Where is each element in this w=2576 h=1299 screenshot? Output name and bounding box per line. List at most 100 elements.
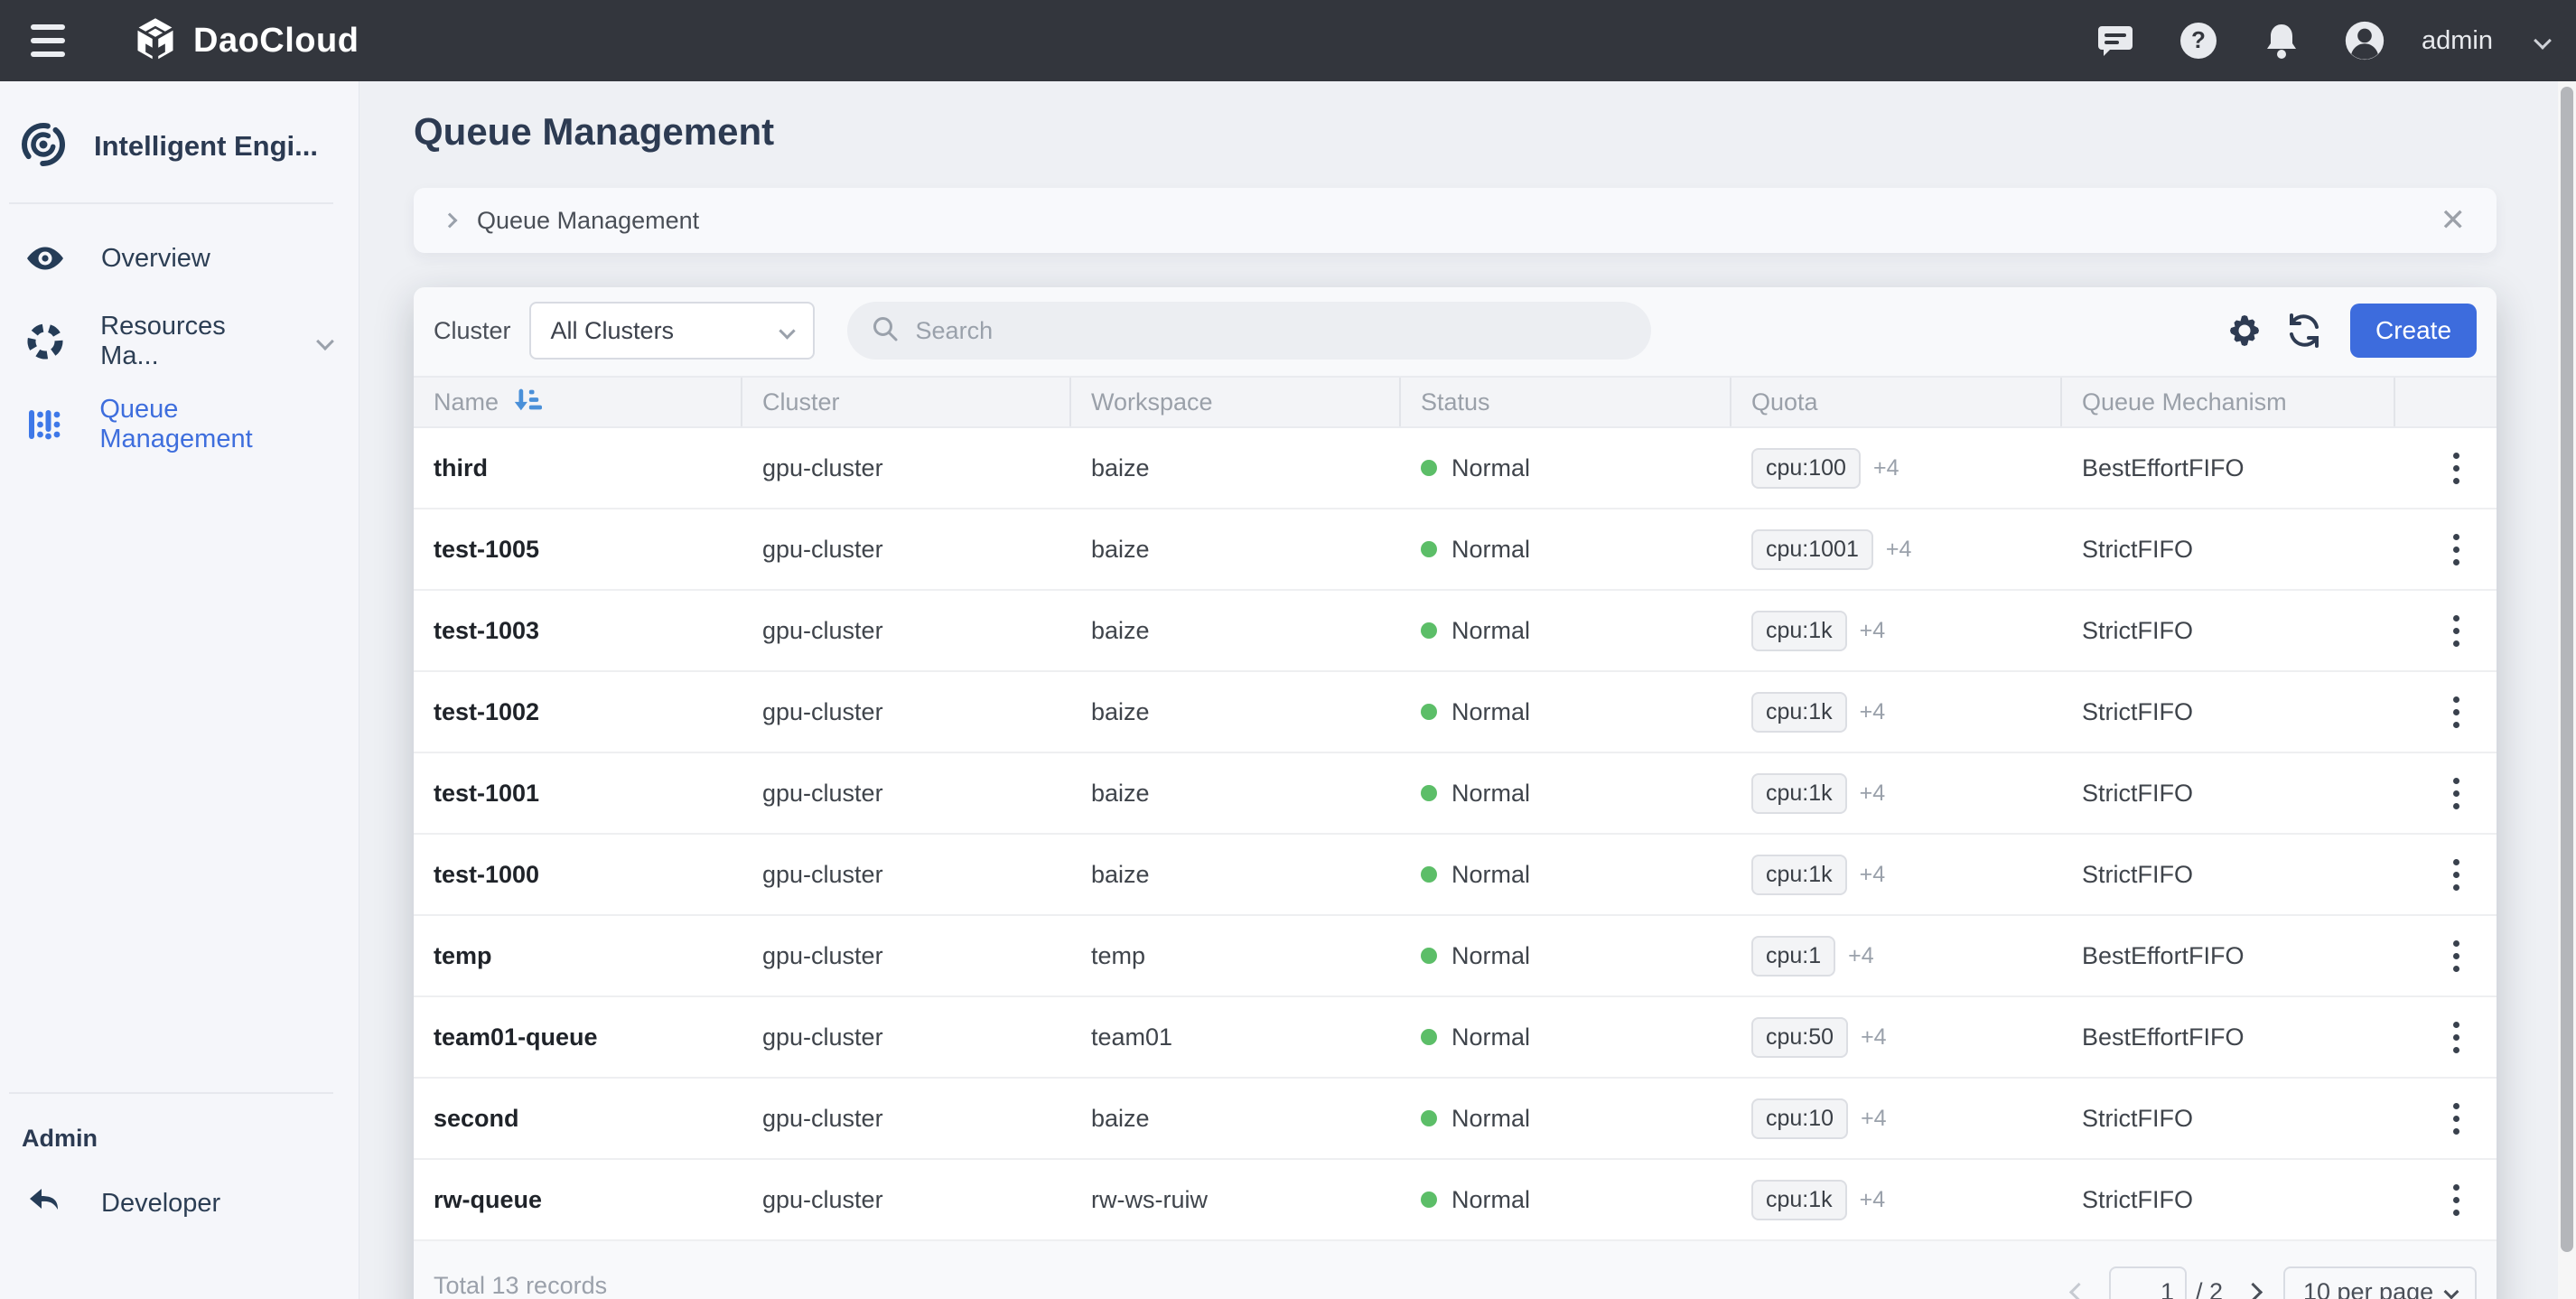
resources-ring-icon: [20, 322, 70, 361]
cell-name[interactable]: rw-queue: [434, 1185, 543, 1213]
feedback-chat-icon[interactable]: [2095, 20, 2136, 61]
cell-name[interactable]: test-1002: [434, 697, 540, 725]
create-button[interactable]: Create: [2350, 304, 2477, 358]
notifications-bell-icon[interactable]: [2261, 20, 2302, 61]
column-header-name[interactable]: Name: [414, 378, 742, 426]
previous-page-icon[interactable]: [2068, 1282, 2089, 1299]
cell-quota: cpu:1k +4: [1731, 672, 2062, 752]
column-header-actions: [2395, 378, 2497, 426]
refresh-icon[interactable]: [2283, 310, 2325, 351]
cell-queue-mechanism: StrictFIFO: [2082, 697, 2193, 725]
sort-descending-icon[interactable]: [511, 384, 543, 421]
cell-status: Normal: [1401, 1079, 1731, 1158]
cell-name[interactable]: test-1001: [434, 779, 540, 807]
hamburger-menu-icon[interactable]: [31, 15, 81, 66]
user-avatar[interactable]: [2344, 20, 2385, 61]
cell-name[interactable]: team01-queue: [434, 1023, 598, 1051]
quota-more-badge[interactable]: +4: [1859, 698, 1886, 724]
cell-queue-mechanism: StrictFIFO: [2082, 616, 2193, 644]
cell-name[interactable]: second: [434, 1104, 519, 1132]
cell-name[interactable]: third: [434, 453, 488, 481]
sidebar-item-queue-management[interactable]: Queue Management: [0, 383, 359, 466]
quota-more-badge[interactable]: +4: [1861, 1023, 1887, 1050]
cell-name[interactable]: test-1000: [434, 860, 540, 888]
column-header-quota: Quota: [1731, 378, 2062, 426]
row-actions-kebab-icon[interactable]: [2429, 766, 2483, 820]
cell-cluster: gpu-cluster: [762, 453, 883, 481]
sidebar-item-developer[interactable]: Developer: [0, 1162, 359, 1245]
breadcrumb-banner: Queue Management ✕: [414, 188, 2497, 253]
cell-quota: cpu:1 +4: [1731, 916, 2062, 995]
quota-more-badge[interactable]: +4: [1885, 536, 1912, 562]
pagination: 1 / 2 10 per page: [2068, 1266, 2477, 1299]
table-footer: Total 13 records 1 / 2 10 per page: [414, 1241, 2497, 1299]
table-row: test-1005 gpu-cluster baize Normal cpu:1001 +…: [414, 509, 2497, 591]
page-size-select[interactable]: 10 per page: [2283, 1266, 2477, 1299]
cell-actions: [2395, 591, 2497, 670]
quota-more-badge[interactable]: +4: [1859, 780, 1886, 806]
settings-gear-icon[interactable]: [2224, 310, 2265, 351]
cell-queue-mechanism: BestEffortFIFO: [2082, 1023, 2245, 1051]
cell-name[interactable]: temp: [434, 941, 492, 969]
status-dot: [1421, 785, 1437, 801]
cell-cluster: gpu-cluster: [762, 1023, 883, 1051]
cell-quota: cpu:1k +4: [1731, 835, 2062, 914]
sidebar-divider: [9, 1092, 333, 1094]
row-actions-kebab-icon[interactable]: [2429, 1010, 2483, 1064]
quota-more-badge[interactable]: +4: [1859, 1186, 1886, 1212]
next-page-icon[interactable]: [2243, 1282, 2263, 1299]
quota-more-badge[interactable]: +4: [1872, 454, 1899, 481]
column-header-workspace: Workspace: [1071, 378, 1401, 426]
cell-status: Normal: [1401, 753, 1731, 833]
reply-arrow-icon: [20, 1184, 70, 1222]
row-actions-kebab-icon[interactable]: [2429, 1173, 2483, 1227]
cell-queue-mechanism: BestEffortFIFO: [2082, 941, 2245, 969]
row-actions-kebab-icon[interactable]: [2429, 1091, 2483, 1145]
sidebar-item-resources-management[interactable]: Resources Ma...: [0, 300, 359, 383]
cell-quota: cpu:10 +4: [1731, 1079, 2062, 1158]
user-name: admin: [2422, 25, 2493, 55]
row-actions-kebab-icon[interactable]: [2429, 847, 2483, 902]
current-page-input[interactable]: 1: [2108, 1266, 2187, 1299]
scrollbar-thumb[interactable]: [2561, 87, 2573, 1252]
cell-name[interactable]: test-1005: [434, 535, 540, 563]
row-actions-kebab-icon[interactable]: [2429, 603, 2483, 658]
status-dot: [1421, 1110, 1437, 1126]
row-actions-kebab-icon[interactable]: [2429, 685, 2483, 739]
help-icon[interactable]: ?: [2178, 20, 2219, 61]
user-menu-chevron-down-icon[interactable]: [2534, 32, 2552, 50]
cell-quota: cpu:100 +4: [1731, 428, 2062, 508]
cell-quota: cpu:1k +4: [1731, 591, 2062, 670]
status-dot: [1421, 866, 1437, 883]
status-dot: [1421, 622, 1437, 639]
quota-more-badge[interactable]: +4: [1859, 861, 1886, 887]
search-input[interactable]: [915, 316, 1628, 345]
status-dot: [1421, 1029, 1437, 1045]
status-text: Normal: [1451, 1023, 1531, 1051]
cell-quota: cpu:1k +4: [1731, 1160, 2062, 1239]
status-dot: [1421, 704, 1437, 720]
table-row: rw-queue gpu-cluster rw-ws-ruiw Normal cpu:1…: [414, 1160, 2497, 1241]
banner-close-icon[interactable]: ✕: [2440, 203, 2467, 238]
cell-actions: [2395, 753, 2497, 833]
quota-more-badge[interactable]: +4: [1848, 942, 1874, 968]
cell-status: Normal: [1401, 997, 1731, 1077]
cell-status: Normal: [1401, 1160, 1731, 1239]
quota-more-badge[interactable]: +4: [1859, 617, 1886, 643]
row-actions-kebab-icon[interactable]: [2429, 522, 2483, 576]
cluster-select[interactable]: All Clusters: [528, 302, 815, 360]
sidebar-item-overview[interactable]: Overview: [0, 217, 359, 300]
sidebar-item-label: Developer: [101, 1188, 221, 1218]
row-actions-kebab-icon[interactable]: [2429, 441, 2483, 495]
cell-workspace: baize: [1091, 535, 1150, 563]
quota-more-badge[interactable]: +4: [1861, 1105, 1887, 1131]
topbar-right: ? admin: [2095, 20, 2552, 61]
select-chevron-down-icon: [778, 322, 796, 340]
select-chevron-down-icon: [2443, 1284, 2459, 1299]
breadcrumb-chevron-right-icon: [442, 212, 458, 229]
page-title: Queue Management: [414, 110, 775, 153]
row-actions-kebab-icon[interactable]: [2429, 929, 2483, 983]
sidebar-product-switcher[interactable]: Intelligent Engi...: [0, 105, 359, 188]
cell-name[interactable]: test-1003: [434, 616, 540, 644]
brand-logo[interactable]: DaoCloud: [132, 15, 359, 67]
